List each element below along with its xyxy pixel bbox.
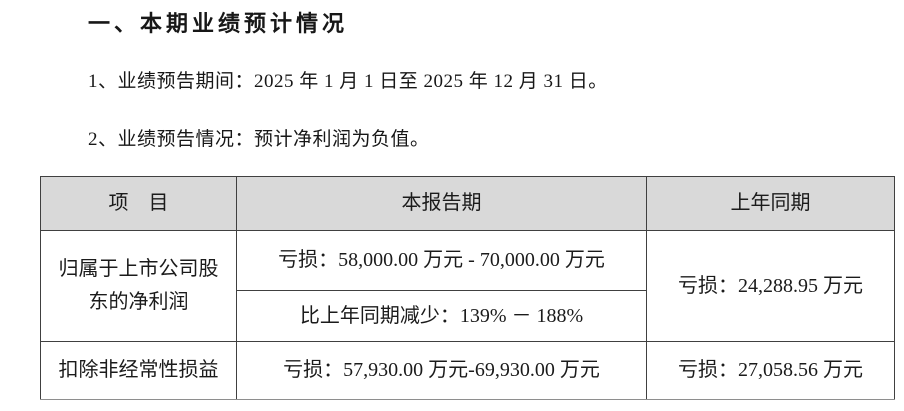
cell-non-recurring-current-loss: 亏损：57,930.00 万元-69,930.00 万元 [236,341,647,400]
cell-net-profit-item: 归属于上市公司股东的净利润 [40,230,237,342]
cell-non-recurring-prior-loss: 亏损：27,058.56 万元 [646,341,895,400]
performance-forecast-table: 项 目 本报告期 上年同期 归属于上市公司股东的净利润 亏损：58,000.00… [40,176,895,400]
table-row-net-profit-yoy: 比上年同期减少：139% － 188% [41,290,895,342]
col-header-item: 项 目 [40,176,237,231]
col-header-prior-period: 上年同期 [646,176,895,231]
cell-net-profit-prior-loss: 亏损：24,288.95 万元 [646,230,895,342]
table-row-non-recurring: 扣除非经常性损益 亏损：57,930.00 万元-69,930.00 万元 亏损… [40,341,895,400]
cell-non-recurring-item: 扣除非经常性损益 [40,341,237,400]
cell-net-profit-current-loss: 亏损：58,000.00 万元 - 70,000.00 万元 [236,230,647,291]
col-header-current-period: 本报告期 [236,176,647,231]
table-header-row: 项 目 本报告期 上年同期 [40,176,895,231]
table-row-net-profit: 归属于上市公司股东的净利润 亏损：58,000.00 万元 - 70,000.0… [40,230,895,342]
cell-net-profit-yoy-decrease: 比上年同期减少：139% － 188% [236,290,647,342]
paragraph-forecast-summary: 2、业绩预告情况：预计净利润为负值。 [88,129,430,150]
paragraph-forecast-period: 1、业绩预告期间：2025 年 1 月 1 日至 2025 年 12 月 31 … [88,71,608,92]
section-title: 一、本期业绩预计情况 [88,11,349,36]
